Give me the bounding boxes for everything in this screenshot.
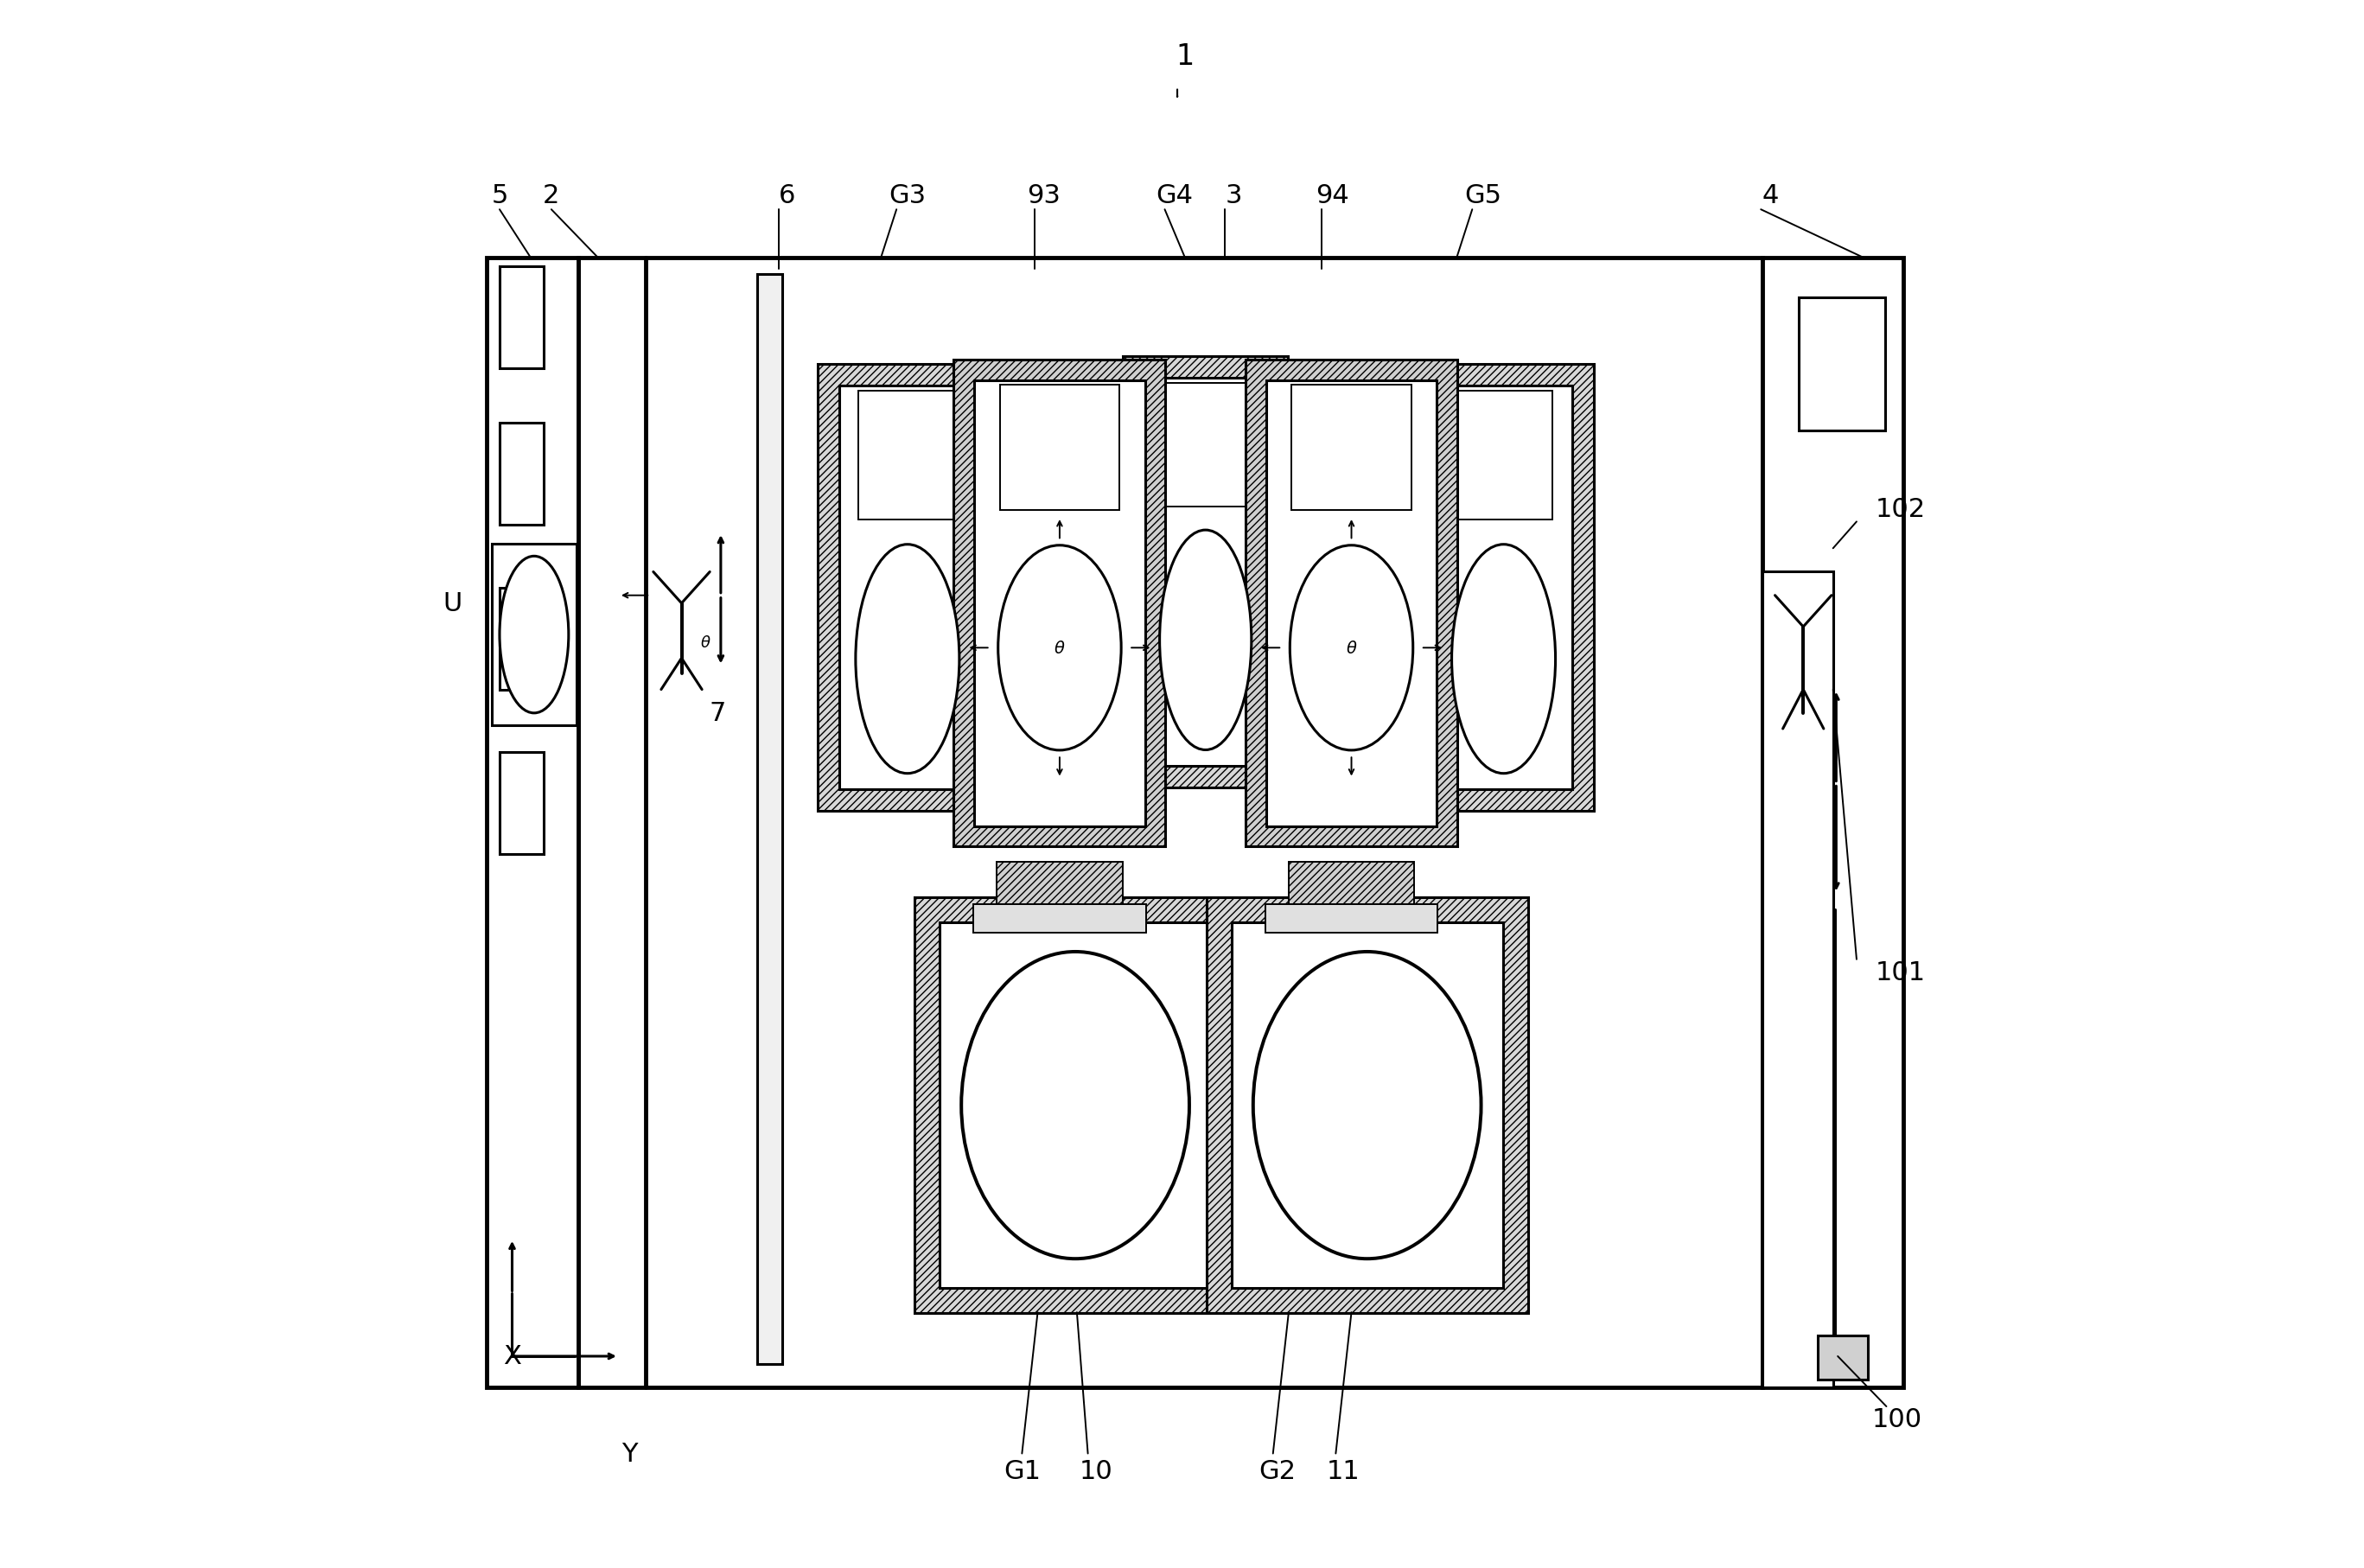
Bar <box>1435 386 1572 789</box>
Bar <box>499 423 544 525</box>
Bar <box>1246 361 1456 847</box>
Bar <box>1454 392 1553 521</box>
Text: $\theta$: $\theta$ <box>700 635 712 651</box>
Ellipse shape <box>998 546 1121 751</box>
Bar <box>579 259 1764 1388</box>
Ellipse shape <box>856 546 960 775</box>
Bar <box>1232 922 1504 1289</box>
Bar <box>1163 384 1248 508</box>
Text: 101: 101 <box>1875 960 1927 985</box>
Text: 10: 10 <box>1078 1458 1113 1483</box>
Text: G4: G4 <box>1156 183 1194 209</box>
Text: $\theta$: $\theta$ <box>1054 640 1066 657</box>
Ellipse shape <box>499 557 570 713</box>
Ellipse shape <box>1291 546 1414 751</box>
Text: 3: 3 <box>1225 183 1241 209</box>
Text: 6: 6 <box>778 183 794 209</box>
Ellipse shape <box>962 952 1189 1259</box>
Bar <box>1799 298 1884 431</box>
Bar <box>915 897 1236 1314</box>
Bar <box>1291 386 1411 511</box>
Text: 1: 1 <box>1175 42 1194 71</box>
Text: U: U <box>442 591 461 616</box>
Text: 11: 11 <box>1326 1458 1359 1483</box>
Bar <box>974 381 1144 826</box>
Bar <box>1000 386 1121 511</box>
Bar <box>939 922 1210 1289</box>
Bar <box>499 753 544 855</box>
Text: G2: G2 <box>1260 1458 1295 1483</box>
Text: 94: 94 <box>1317 183 1350 209</box>
Bar <box>1414 365 1593 812</box>
Ellipse shape <box>1451 546 1556 775</box>
Text: 2: 2 <box>544 183 560 209</box>
Text: Y: Y <box>622 1441 638 1466</box>
Text: G3: G3 <box>889 183 927 209</box>
Bar <box>487 259 579 1388</box>
Text: 7: 7 <box>709 701 726 726</box>
Text: 5: 5 <box>492 183 508 209</box>
Bar <box>1764 259 1903 1388</box>
Bar <box>1764 572 1832 1388</box>
Bar <box>1265 905 1437 933</box>
Bar <box>818 365 998 812</box>
Text: G5: G5 <box>1466 183 1501 209</box>
Text: 100: 100 <box>1872 1406 1922 1432</box>
Text: $\theta$: $\theta$ <box>1345 640 1357 657</box>
Bar <box>1288 862 1414 909</box>
Text: G1: G1 <box>1002 1458 1040 1483</box>
Ellipse shape <box>1161 530 1251 750</box>
Bar <box>1818 1336 1868 1380</box>
Bar <box>1144 379 1267 767</box>
Bar <box>858 392 957 521</box>
Text: 102: 102 <box>1875 497 1927 522</box>
Bar <box>756 274 782 1364</box>
Bar <box>1267 381 1437 826</box>
Bar <box>492 544 577 726</box>
Bar <box>974 905 1147 933</box>
Bar <box>499 267 544 368</box>
Bar <box>839 386 976 789</box>
Ellipse shape <box>1253 952 1482 1259</box>
Text: X: X <box>504 1344 520 1369</box>
Text: 93: 93 <box>1026 183 1061 209</box>
Text: 4: 4 <box>1761 183 1778 209</box>
Bar <box>998 862 1123 909</box>
Bar <box>1123 358 1288 787</box>
Bar <box>1206 897 1527 1314</box>
Bar <box>499 588 544 690</box>
Bar <box>953 361 1165 847</box>
